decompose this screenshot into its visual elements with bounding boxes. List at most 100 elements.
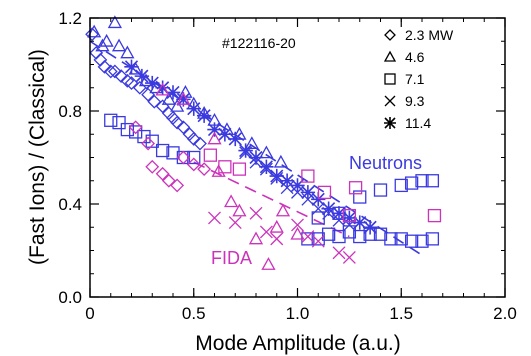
neutrons-diamond-point — [107, 64, 122, 79]
neutrons-asterisk-point — [228, 131, 243, 147]
fida-triangle-point — [176, 92, 191, 105]
neutrons-asterisk-point — [186, 101, 201, 116]
neutrons-square-point — [425, 174, 440, 188]
fida-cross-point — [291, 218, 304, 232]
neutrons-cross-point — [311, 202, 325, 216]
neutrons-asterisk-point — [331, 206, 347, 221]
neutrons-asterisk-point — [176, 92, 191, 107]
neutrons-square-point — [384, 232, 398, 246]
neutrons-asterisk-point — [248, 150, 264, 165]
axis-ticks: 0 0.5 1.0 1.5 2.0 0.0 0.4 0.8 1.2 — [58, 9, 516, 323]
neutrons-square-point — [394, 232, 408, 246]
neutrons-square-point — [137, 129, 151, 144]
legend-label-4: 11.4 — [405, 115, 431, 131]
x-tick-label: 0.5 — [182, 304, 206, 323]
neutrons-triangle-point — [107, 15, 123, 29]
neutrons-triangle-point — [95, 38, 110, 52]
neutrons-asterisk-point — [269, 168, 284, 184]
x-axis-label: Mode Amplitude (a.u.) — [195, 332, 400, 355]
fida-diamond-point — [186, 157, 201, 172]
neutrons-square-point — [321, 227, 336, 241]
neutrons-square-point — [404, 234, 419, 248]
fida-cross-point — [270, 232, 284, 246]
neutrons-square-point — [394, 178, 408, 193]
neutrons-asterisk-point — [300, 185, 316, 200]
neutrons-triangle-point — [99, 33, 114, 47]
y-tick-label: 1.2 — [58, 9, 82, 28]
y-tick-label: 0.0 — [58, 288, 82, 307]
neutrons-diamond-point — [176, 120, 191, 135]
fida-square-point — [232, 162, 247, 176]
neutrons-diamond-point — [93, 52, 108, 67]
shot-label: #122116-20 — [222, 35, 296, 51]
neutrons-square-point — [155, 143, 170, 158]
x-tick-label: 2.0 — [493, 304, 517, 323]
fida-triangle-point — [155, 82, 170, 96]
fida-diamond-point — [155, 166, 170, 181]
legend-cross-marker — [384, 95, 396, 107]
neutrons-diamond-point — [97, 59, 112, 74]
neutrons-asterisk-point — [165, 85, 181, 100]
fida-cross-point — [342, 251, 356, 264]
neutrons-triangle-point — [161, 92, 176, 105]
legend-label-2: 7.1 — [405, 71, 425, 87]
neutrons-triangle-point — [87, 24, 102, 38]
fida-cross-point — [208, 211, 221, 225]
neutrons-asterisk-point — [145, 75, 160, 91]
fida-triangle-point — [232, 203, 247, 217]
fida-cross-point — [249, 206, 263, 220]
fida-cross-point — [311, 234, 325, 248]
neutrons-triangle-point — [259, 145, 274, 159]
neutrons-asterisk-point — [342, 210, 357, 226]
neutrons-square-point — [120, 122, 134, 137]
neutrons-diamond-point — [186, 131, 201, 146]
fida-diamond-point — [141, 136, 156, 151]
fida-triangle-point — [290, 226, 305, 240]
annotation-neutrons: Neutrons — [349, 153, 422, 173]
neutrons-square-point — [166, 146, 180, 160]
fida-cross-point — [332, 246, 346, 260]
fida-diamond-point — [145, 159, 160, 174]
neutrons-square-point — [145, 134, 159, 148]
neutrons-asterisk-point — [207, 122, 222, 137]
neutrons-asterisk-point — [134, 68, 150, 84]
neutrons-asterisk-point — [362, 220, 378, 235]
legend-label-1: 4.6 — [405, 49, 425, 65]
neutrons-square-point — [342, 225, 357, 239]
neutrons-square-point — [425, 232, 440, 246]
y-tick-label: 0.4 — [58, 195, 82, 214]
neutrons-diamond-point — [147, 94, 162, 109]
fida-cross-point — [228, 216, 242, 230]
fida-diamond-point — [128, 120, 143, 135]
neutrons-asterisk-point — [238, 143, 253, 158]
fida-square-point — [427, 208, 442, 223]
neutrons-square-point — [404, 176, 419, 190]
neutrons-triangle-point — [170, 99, 185, 112]
fida-square-point — [317, 185, 332, 200]
neutrons-diamond-point — [155, 99, 170, 114]
neutrons-diamond-point — [120, 73, 135, 88]
plot-frame — [89, 17, 506, 298]
neutrons-diamond-point — [170, 115, 185, 130]
neutrons-square-point — [112, 115, 126, 130]
neutrons-asterisk-point — [196, 108, 212, 123]
neutrons-square-point — [104, 113, 118, 127]
annotation-fida: FIDA — [211, 248, 252, 268]
neutrons-square-point — [373, 183, 388, 197]
fida-diamond-point — [197, 162, 212, 177]
neutrons-square-point — [415, 174, 429, 188]
neutrons-asterisk-point — [259, 159, 274, 174]
neutrons-diamond-point — [193, 136, 207, 151]
fida-triangle-point — [261, 257, 276, 270]
data-points — [85, 15, 442, 270]
neutrons-square-point — [332, 229, 346, 244]
fida-triangle-point — [223, 194, 239, 208]
fida-square-point — [301, 169, 315, 183]
neutrons-asterisk-point — [311, 192, 326, 207]
fida-triangle-point — [211, 164, 226, 177]
fida-triangle-point — [207, 131, 222, 145]
neutrons-square-point — [353, 229, 367, 244]
neutrons-triangle-point — [178, 85, 193, 98]
fida-square-point — [342, 208, 357, 223]
